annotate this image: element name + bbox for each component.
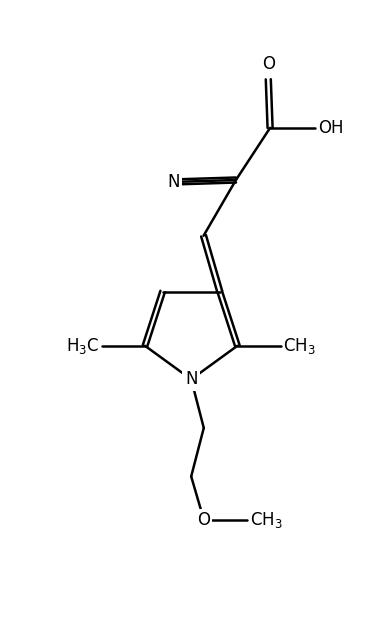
Text: N: N	[185, 371, 198, 388]
Text: N: N	[167, 173, 180, 191]
Text: O: O	[262, 55, 275, 73]
Text: H$_3$C: H$_3$C	[66, 336, 99, 356]
Text: O: O	[197, 511, 210, 529]
Text: CH$_3$: CH$_3$	[250, 509, 283, 530]
Text: OH: OH	[318, 119, 343, 137]
Text: CH$_3$: CH$_3$	[283, 336, 316, 356]
